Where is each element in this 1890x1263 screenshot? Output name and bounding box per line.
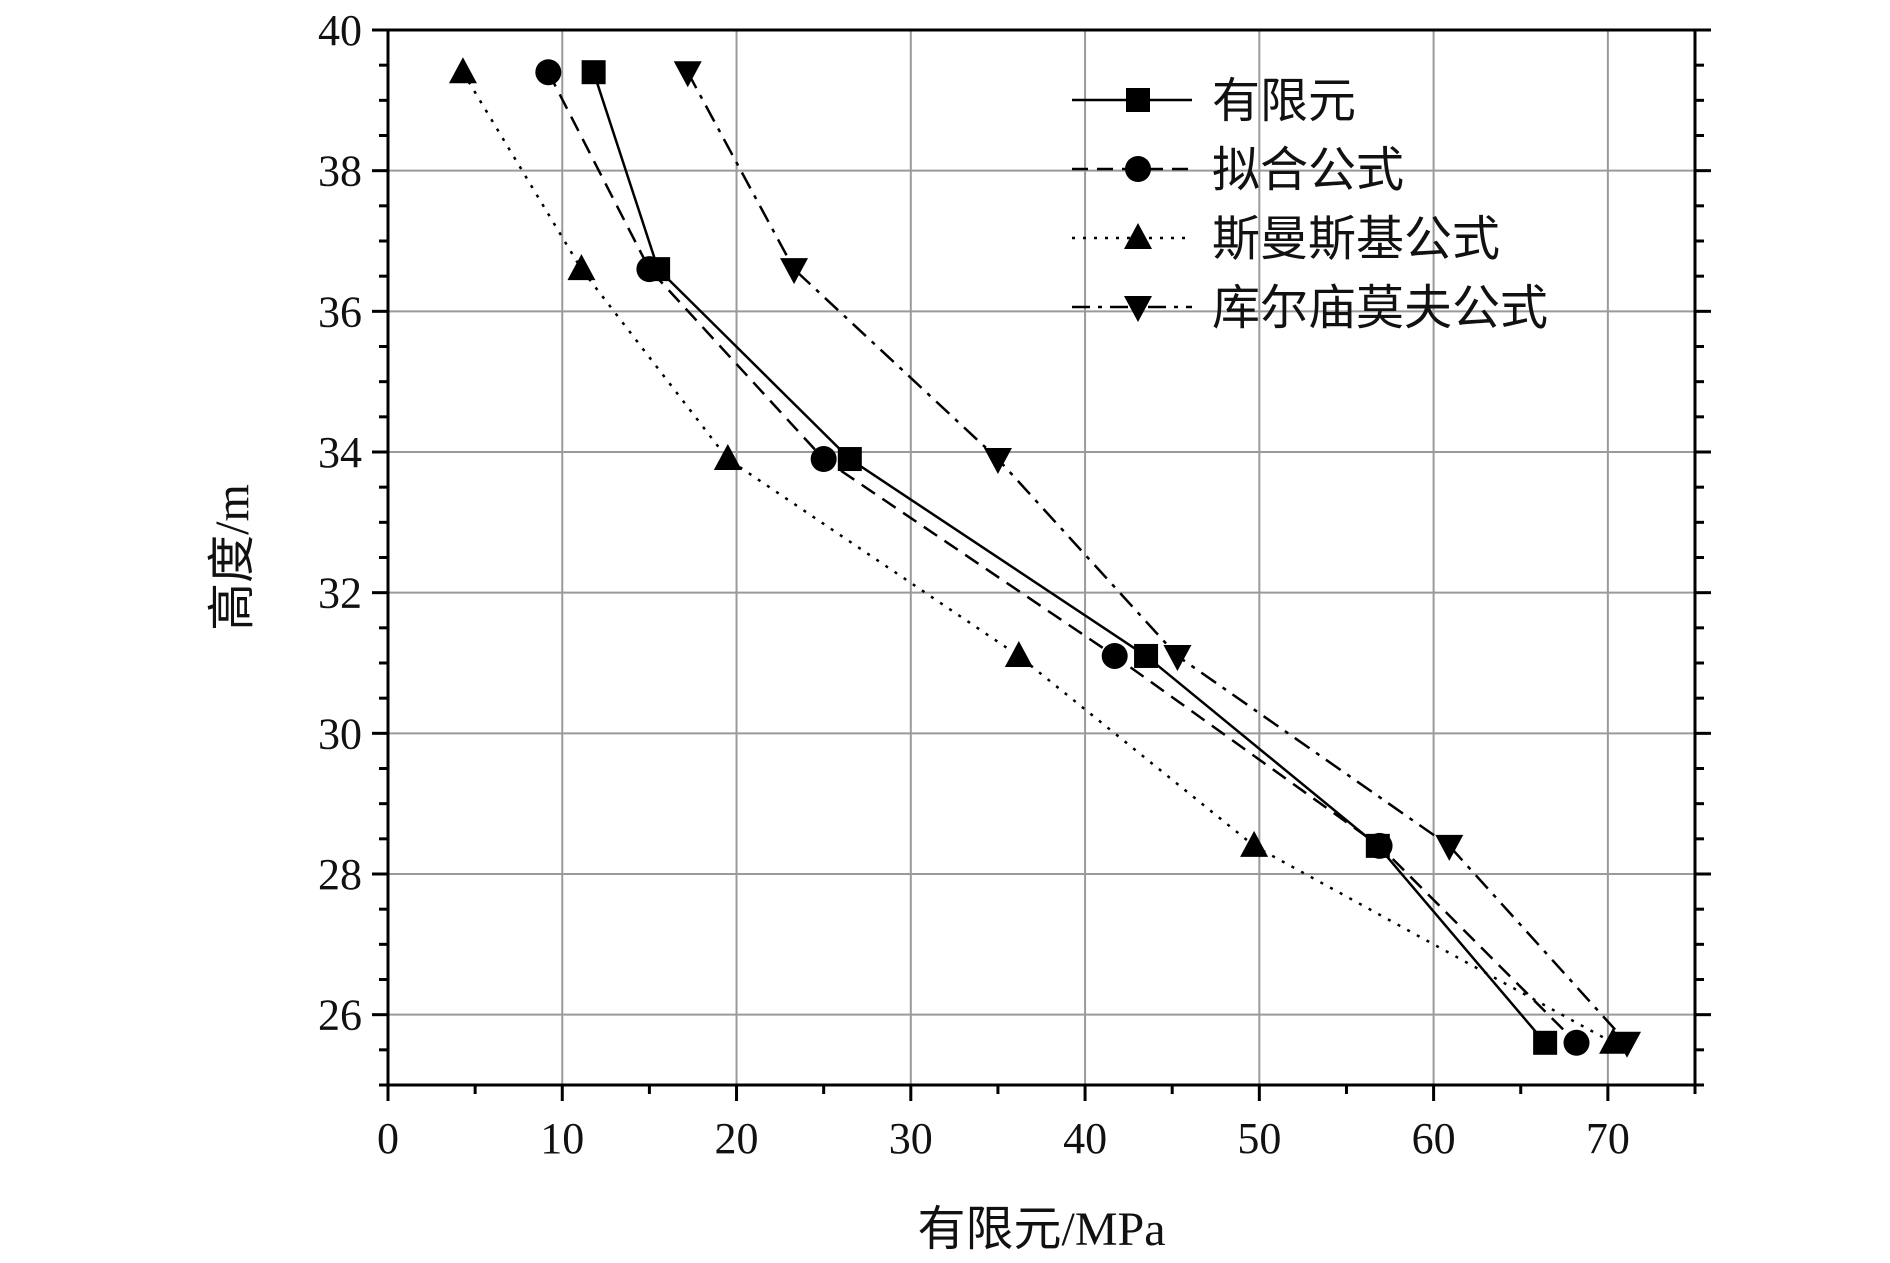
y-tick-label: 38 [318,147,362,196]
x-tick-label: 70 [1586,1114,1630,1163]
x-axis-label: 有限元/MPa [917,1203,1165,1256]
x-tick-label: 0 [377,1114,399,1163]
series-3-point [1004,640,1033,667]
x-tick-label: 10 [540,1114,584,1163]
y-tick-label: 30 [318,709,362,758]
series-4-point [673,61,702,88]
legend-label-3: 斯曼斯基公式 [1212,213,1500,266]
series-2-point [1563,1029,1590,1056]
series-3-point [567,254,596,281]
y-axis-label: 高度/m [206,484,259,631]
series-1-point [1134,643,1159,668]
series-4-point [780,258,809,285]
y-tick-label: 34 [318,428,362,477]
series-3-point [1599,1027,1628,1054]
series-4-point [983,448,1012,475]
legend-marker-2 [1125,156,1151,182]
series-line-4 [686,71,1628,1044]
y-tick-label: 28 [318,850,362,899]
series-2-point [535,59,562,86]
x-tick-label: 30 [889,1114,933,1163]
series-4-point [1435,834,1464,861]
x-tick-label: 60 [1412,1114,1456,1163]
series-1-point [581,60,606,85]
legend-marker-3 [1124,223,1152,249]
legend-marker-4 [1124,296,1152,322]
legend-marker-1 [1126,88,1150,112]
series-3-point [713,444,742,471]
y-tick-label: 26 [318,991,362,1040]
series-2-point [636,256,663,283]
x-tick-label: 40 [1063,1114,1107,1163]
x-tick-label: 50 [1237,1114,1281,1163]
series-3-point [1240,830,1269,857]
series-1-point [1533,1030,1558,1055]
series-2-point [1101,642,1128,669]
legend-label-1: 有限元 [1212,75,1356,128]
y-tick-label: 40 [318,6,362,55]
grid [388,29,1695,1085]
series-line-2 [547,71,1578,1044]
legend-label-2: 拟合公式 [1212,144,1404,197]
legend-label-4: 库尔庙莫夫公式 [1212,282,1548,335]
series-line-1 [592,71,1547,1044]
series-4-point [1613,1031,1642,1058]
x-tick-label: 20 [715,1114,759,1163]
series-3-point [448,57,477,84]
axes: 0 10 20 30 40 50 60 70 26 28 30 32 34 36 38 40 [318,6,1711,1163]
y-tick-label: 36 [318,287,362,336]
y-tick-label: 32 [318,569,362,618]
series-layer [448,57,1642,1058]
series-4-point [1163,644,1192,671]
series-2-point [810,446,837,473]
series-2-point [1366,832,1393,859]
series-1-point [837,447,862,472]
